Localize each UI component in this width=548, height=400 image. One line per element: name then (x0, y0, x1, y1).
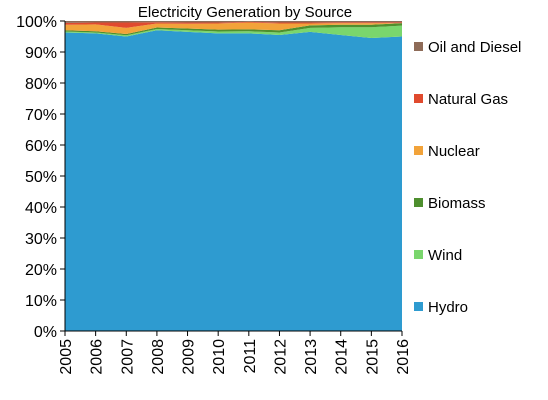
legend-swatch-biomass (414, 198, 423, 207)
legend-label-nuclear: Nuclear (428, 143, 480, 160)
x-tick-label: 2007 (119, 339, 136, 375)
area-wind (65, 25, 402, 39)
x-tick-label: 2012 (272, 339, 289, 375)
legend-label-wind: Wind (428, 247, 462, 264)
y-tick-labels: 0% 10% 20% 30% 40% 50% 60% 70% 80% 90% 100% (16, 14, 57, 341)
x-tick-label: 2009 (181, 339, 198, 375)
y-tick-label: 20% (25, 262, 57, 279)
x-tick-label: 2015 (364, 339, 381, 375)
area-natural-gas (65, 21, 402, 28)
y-tick-label: 50% (25, 169, 57, 186)
legend-label-biomass: Biomass (428, 195, 486, 212)
legend-swatch-natural-gas (414, 94, 423, 103)
legend-label-hydro: Hydro (428, 299, 468, 316)
y-tick-label: 100% (16, 14, 57, 31)
area-series-group (65, 21, 402, 332)
legend-swatch-hydro (414, 302, 423, 311)
axes-group (60, 20, 403, 336)
x-tick-label: 2005 (58, 339, 75, 375)
legend-swatch-nuclear (414, 146, 423, 155)
y-tick-label: 10% (25, 293, 57, 310)
legend-label-natural-gas: Natural Gas (428, 91, 508, 108)
x-tick-label: 2011 (242, 339, 259, 374)
area-nuclear (65, 22, 402, 35)
y-tick-label: 60% (25, 138, 57, 155)
y-tick-label: 40% (25, 200, 57, 217)
x-tick-label: 2016 (395, 339, 412, 375)
legend: Oil and Diesel Natural Gas Nuclear Biomass W… (414, 39, 521, 316)
legend-label-oil-and-diesel: Oil and Diesel (428, 39, 521, 56)
x-tick-label: 2013 (303, 339, 320, 375)
area-biomass (65, 23, 402, 36)
y-tick-label: 90% (25, 45, 57, 62)
chart-title: Electricity Generation by Source (138, 4, 352, 21)
x-tick-label: 2008 (150, 339, 167, 375)
legend-swatch-oil-and-diesel (414, 42, 423, 51)
y-tick-label: 80% (25, 76, 57, 93)
area-oil-and-diesel (65, 21, 402, 23)
y-tick-label: 0% (34, 324, 57, 341)
x-tick-labels: 2005 2006 2007 2008 2009 2010 2011 2012 2013 2014… (58, 339, 412, 375)
y-tick-label: 70% (25, 107, 57, 124)
x-tick-label: 2006 (89, 339, 106, 375)
x-tick-label: 2010 (211, 339, 228, 375)
x-tick-label: 2014 (334, 339, 351, 375)
area-hydro (65, 30, 402, 332)
legend-swatch-wind (414, 250, 423, 259)
y-tick-label: 30% (25, 231, 57, 248)
